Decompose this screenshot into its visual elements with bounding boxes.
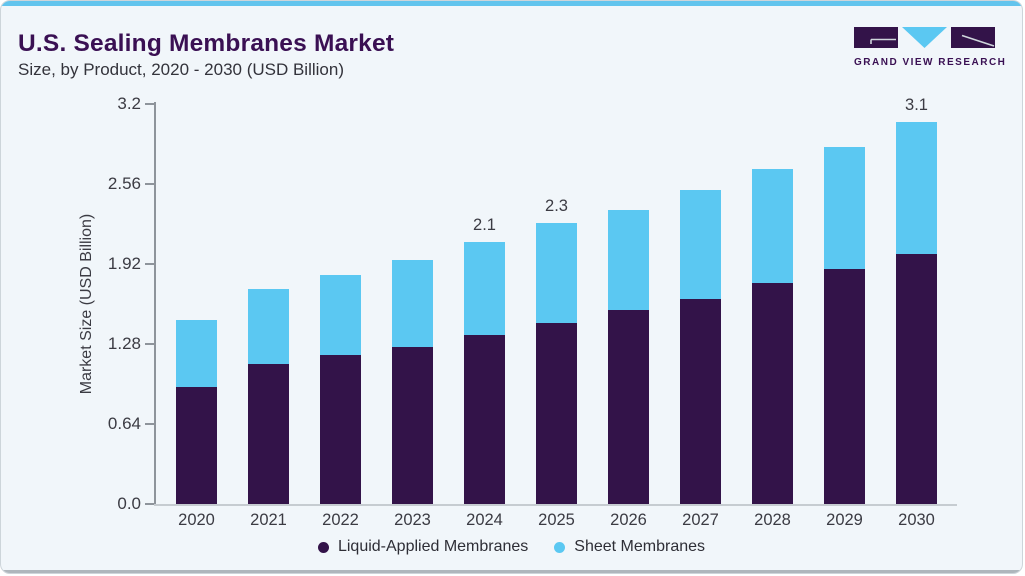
legend-label: Sheet Membranes bbox=[574, 538, 706, 555]
segment-liquid-applied bbox=[896, 254, 937, 504]
legend-item: Liquid-Applied Membranes bbox=[317, 538, 529, 556]
x-tick-label: 2021 bbox=[250, 511, 287, 529]
segment-liquid-applied bbox=[680, 299, 721, 504]
x-tick-label: 2020 bbox=[178, 511, 215, 529]
x-tick-label: 2025 bbox=[538, 511, 575, 529]
page-title: U.S. Sealing Membranes Market bbox=[18, 30, 395, 57]
x-tick-label: 2029 bbox=[826, 511, 863, 529]
bar-2021 bbox=[248, 289, 289, 504]
bar-2022 bbox=[320, 275, 361, 504]
bar-2027 bbox=[680, 190, 721, 504]
bar-total-label: 3.1 bbox=[905, 95, 928, 114]
segment-sheet bbox=[392, 260, 433, 347]
bottom-edge-strip bbox=[1, 570, 1022, 573]
segment-liquid-applied bbox=[176, 386, 217, 504]
segment-sheet bbox=[680, 190, 721, 299]
y-tick-mark bbox=[145, 503, 154, 505]
segment-sheet bbox=[608, 210, 649, 311]
y-tick-label: 0.64 bbox=[107, 414, 141, 433]
segment-sheet bbox=[248, 289, 289, 364]
segment-sheet bbox=[752, 169, 793, 283]
segment-sheet bbox=[824, 146, 865, 269]
segment-sheet bbox=[320, 275, 361, 356]
y-axis: 3.2 2.56 1.92 1.28 0.64 0.0 bbox=[1, 94, 154, 513]
bar-2024 bbox=[464, 241, 505, 504]
bar-2030 bbox=[896, 121, 937, 504]
y-axis-line bbox=[154, 102, 156, 504]
segment-liquid-applied bbox=[248, 364, 289, 504]
legend-item: Sheet Membranes bbox=[554, 538, 705, 556]
grand-view-research-logo: GRAND VIEW RESEARCH bbox=[854, 27, 1007, 68]
legend-dot bbox=[317, 541, 329, 553]
top-accent-strip bbox=[1, 1, 1022, 6]
x-tick-label: 2030 bbox=[898, 511, 935, 529]
segment-liquid-applied bbox=[752, 282, 793, 504]
x-axis-line bbox=[154, 504, 957, 506]
y-tick-label: 1.28 bbox=[107, 334, 141, 353]
bar-2020 bbox=[176, 320, 217, 504]
page-subtitle: Size, by Product, 2020 - 2030 (USD Billi… bbox=[18, 60, 344, 79]
logo-wordmark: GRAND VIEW RESEARCH bbox=[854, 57, 1007, 68]
segment-liquid-applied bbox=[608, 310, 649, 504]
y-tick-mark bbox=[145, 423, 154, 425]
bar-2028 bbox=[752, 169, 793, 504]
segment-liquid-applied bbox=[464, 335, 505, 504]
bar-2029 bbox=[824, 146, 865, 504]
y-tick-label: 0.0 bbox=[117, 494, 141, 513]
bar-total-label: 2.3 bbox=[545, 196, 568, 215]
y-tick-label: 3.2 bbox=[117, 94, 141, 113]
legend-label: Liquid-Applied Membranes bbox=[337, 538, 529, 555]
segment-liquid-applied bbox=[320, 355, 361, 504]
y-tick-label: 2.56 bbox=[107, 174, 141, 193]
bar-2026 bbox=[608, 210, 649, 504]
x-tick-label: 2028 bbox=[754, 511, 791, 529]
bar-2025 bbox=[536, 222, 577, 504]
plot-area: 2020 2021 2022 2023 2024 2.1 2025 2.3 2026 2027 20… bbox=[154, 96, 957, 529]
segment-liquid-applied bbox=[392, 346, 433, 504]
segment-liquid-applied bbox=[824, 269, 865, 504]
y-tick-mark bbox=[145, 343, 154, 345]
segment-sheet bbox=[896, 121, 937, 254]
x-tick-label: 2024 bbox=[466, 511, 503, 529]
bar-2023 bbox=[392, 260, 433, 504]
y-tick-mark bbox=[145, 103, 154, 105]
legend-dot bbox=[554, 541, 566, 553]
legend: Liquid-Applied Membranes Sheet Membranes bbox=[1, 538, 1022, 556]
x-tick-label: 2023 bbox=[394, 511, 431, 529]
x-tick-label: 2022 bbox=[322, 511, 359, 529]
segment-sheet bbox=[176, 320, 217, 387]
bar-total-label: 2.1 bbox=[473, 215, 496, 234]
segment-liquid-applied bbox=[536, 322, 577, 504]
y-tick-label: 1.92 bbox=[107, 254, 141, 273]
gvr-logo-icon bbox=[854, 27, 995, 48]
x-tick-label: 2026 bbox=[610, 511, 647, 529]
y-tick-mark bbox=[145, 263, 154, 265]
x-tick-label: 2027 bbox=[682, 511, 719, 529]
y-tick-mark bbox=[145, 183, 154, 185]
segment-sheet bbox=[464, 241, 505, 336]
segment-sheet bbox=[536, 222, 577, 323]
